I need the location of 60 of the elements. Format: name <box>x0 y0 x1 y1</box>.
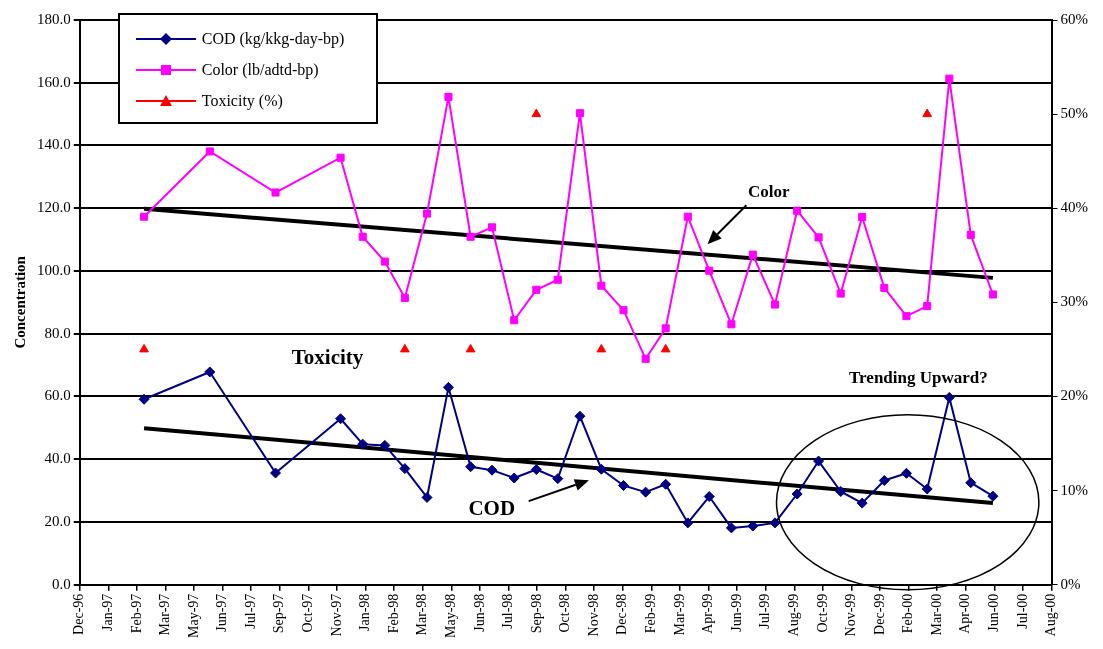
x-tick-label: Jun-97 <box>214 593 230 632</box>
x-tick-label: Sep-97 <box>271 593 287 634</box>
y-tick-label: 100.0 <box>37 261 71 278</box>
annotation: Color <box>747 182 790 202</box>
x-tick-label: Mar-98 <box>414 593 430 636</box>
y-tick-label: 140.0 <box>37 136 71 153</box>
x-tick-label: Sep-98 <box>528 593 544 634</box>
x-tick-label: Jun-00 <box>986 593 1002 632</box>
y-tick-label: 160.0 <box>37 73 71 90</box>
x-tick-label: Jul-99 <box>757 593 773 629</box>
y2-tick-label: 40% <box>1060 199 1088 216</box>
x-tick-label: Apr-00 <box>957 593 973 634</box>
y-tick-label: 60.0 <box>44 387 71 404</box>
x-tick-label: Nov-97 <box>328 593 344 637</box>
annotation: COD <box>468 496 516 520</box>
legend-label: Color (lb/adtd-bp) <box>201 60 319 79</box>
legend-label: Toxicity (%) <box>201 91 283 110</box>
x-tick-label: May-97 <box>185 593 201 638</box>
annotation: Toxicity <box>291 344 364 369</box>
x-tick-label: Dec-96 <box>71 593 87 635</box>
x-tick-label: Aug-00 <box>1043 593 1059 637</box>
x-tick-label: Jul-98 <box>500 593 516 629</box>
x-tick-label: Mar-97 <box>157 593 173 636</box>
x-tick-label: Feb-99 <box>643 593 659 634</box>
y-tick-label: 120.0 <box>37 199 71 216</box>
x-tick-label: Nov-98 <box>585 593 601 637</box>
y2-tick-label: 60% <box>1060 10 1088 27</box>
y2-tick-label: 0% <box>1060 575 1081 592</box>
y-tick-label: 40.0 <box>44 450 71 467</box>
x-tick-label: Nov-99 <box>843 593 859 637</box>
x-tick-label: Feb-98 <box>385 593 401 634</box>
x-tick-label: Mar-99 <box>671 593 687 636</box>
legend-label: COD (kg/kkg-day-bp) <box>201 29 345 48</box>
x-tick-label: Feb-00 <box>900 593 916 634</box>
x-tick-label: Dec-99 <box>871 593 887 635</box>
x-tick-label: Jul-00 <box>1014 593 1030 629</box>
x-tick-label: Oct-97 <box>300 593 316 633</box>
x-tick-label: Aug-99 <box>785 593 801 637</box>
x-tick-label: Jan-97 <box>100 593 115 631</box>
annotation: Trending Upward? <box>849 367 988 387</box>
x-tick-label: Jun-98 <box>471 593 487 632</box>
x-tick-label: Mar-00 <box>928 593 944 636</box>
x-tick-label: Jun-99 <box>728 593 744 632</box>
x-tick-label: Dec-98 <box>614 593 630 635</box>
y-tick-label: 80.0 <box>44 324 71 341</box>
x-tick-label: Jul-97 <box>242 593 258 629</box>
y-tick-label: 0.0 <box>52 575 71 592</box>
x-tick-label: May-98 <box>442 593 458 638</box>
y2-tick-label: 30% <box>1060 293 1088 310</box>
x-tick-label: Oct-99 <box>814 593 830 633</box>
y-tick-label: 180.0 <box>37 10 71 27</box>
y2-tick-label: 50% <box>1060 105 1088 122</box>
y-axis-title: Concentration <box>11 255 28 349</box>
x-tick-label: Apr-99 <box>700 593 716 634</box>
y2-tick-label: 20% <box>1060 387 1088 404</box>
x-tick-label: Feb-97 <box>128 593 144 634</box>
y-tick-label: 20.0 <box>44 512 71 529</box>
x-tick-label: Jan-98 <box>357 593 373 631</box>
x-tick-label: Oct-98 <box>557 593 573 633</box>
y2-tick-label: 10% <box>1060 481 1088 498</box>
